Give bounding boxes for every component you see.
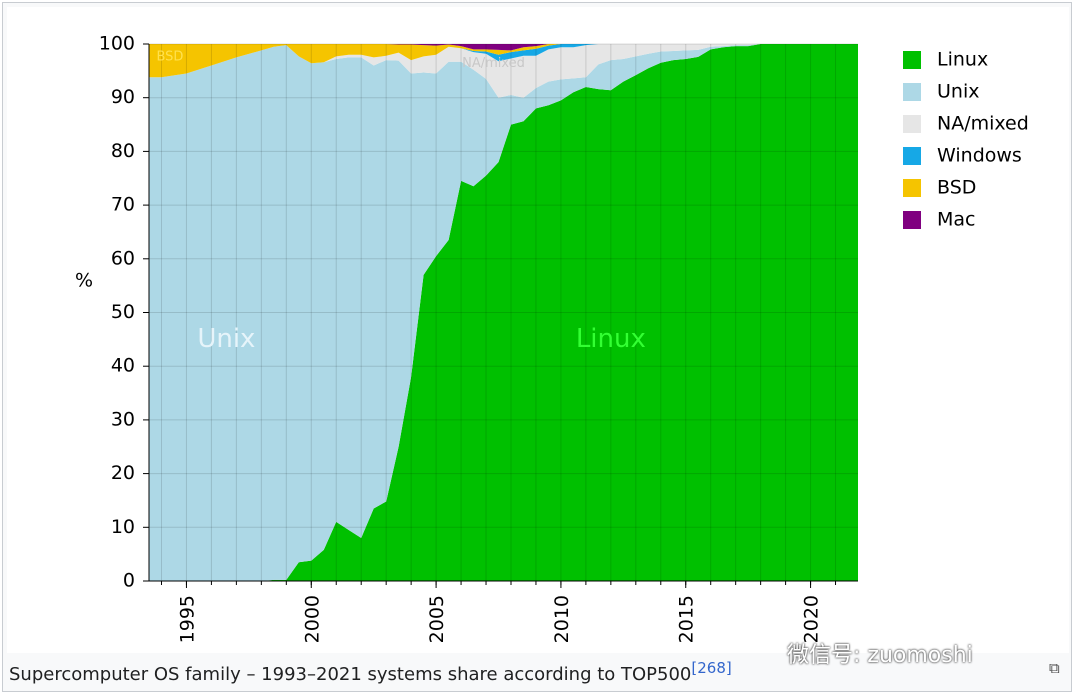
y-tick-label: 90 (111, 86, 135, 108)
legend-swatch-windows (903, 147, 921, 165)
y-tick-label: 20 (111, 462, 135, 484)
area-label-bsd: BSD (156, 49, 183, 64)
legend-label-windows: Windows (937, 145, 1022, 167)
x-tick-label: 1995 (176, 595, 198, 643)
area-unix (149, 44, 858, 581)
x-tick-label: 2020 (801, 595, 823, 643)
area-bsd (149, 44, 858, 78)
legend-label-mac: Mac (937, 209, 975, 231)
y-tick-label: 10 (111, 516, 135, 538)
area-mac (149, 44, 858, 51)
y-axis-label: % (75, 270, 93, 292)
y-tick-label: 0 (123, 570, 135, 592)
legend-swatch-unix (903, 83, 921, 101)
legend-swatch-linux (903, 51, 921, 69)
x-tick-label: 2010 (551, 595, 573, 643)
y-tick-label: 60 (111, 247, 135, 269)
y-tick-label: 100 (99, 33, 135, 55)
y-tick-label: 70 (111, 194, 135, 216)
chart-container: Unix Linux NA/mixed BSD 0 10 20 30 40 50 60 70 80 90… (7, 7, 1069, 653)
x-tick-label: 2000 (301, 595, 323, 643)
caption-text: Supercomputer OS family – 1993–2021 syst… (9, 664, 692, 685)
legend-swatch-na-mixed (903, 115, 921, 133)
area-label-linux: Linux (576, 324, 646, 354)
figure-caption: Supercomputer OS family – 1993–2021 syst… (9, 659, 732, 685)
x-tick-label: 2005 (426, 595, 448, 643)
chart-svg: Unix Linux NA/mixed BSD 0 10 20 30 40 50 60 70 80 90… (75, 33, 1029, 644)
x-tick-label: 2015 (676, 595, 698, 643)
legend-label-bsd: BSD (937, 177, 976, 199)
legend-label-linux: Linux (937, 49, 988, 71)
legend-swatch-bsd (903, 179, 921, 197)
caption-reference-link[interactable]: [268] (691, 659, 732, 677)
legend-label-na-mixed: NA/mixed (937, 113, 1029, 135)
y-tick-label: 80 (111, 140, 135, 162)
enlarge-icon[interactable]: ⧉ (1049, 659, 1060, 677)
legend-swatch-mac (903, 211, 921, 229)
area-label-unix: Unix (197, 324, 255, 354)
area-label-na-mixed: NA/mixed (462, 56, 525, 71)
legend-label-unix: Unix (937, 81, 979, 103)
area-na-mixed (149, 44, 858, 98)
y-tick-label: 30 (111, 408, 135, 430)
area-linux (149, 44, 858, 581)
y-tick-label: 40 (111, 355, 135, 377)
y-tick-label: 50 (111, 301, 135, 323)
watermark-text: 微信号: zuomoshi (787, 643, 973, 668)
